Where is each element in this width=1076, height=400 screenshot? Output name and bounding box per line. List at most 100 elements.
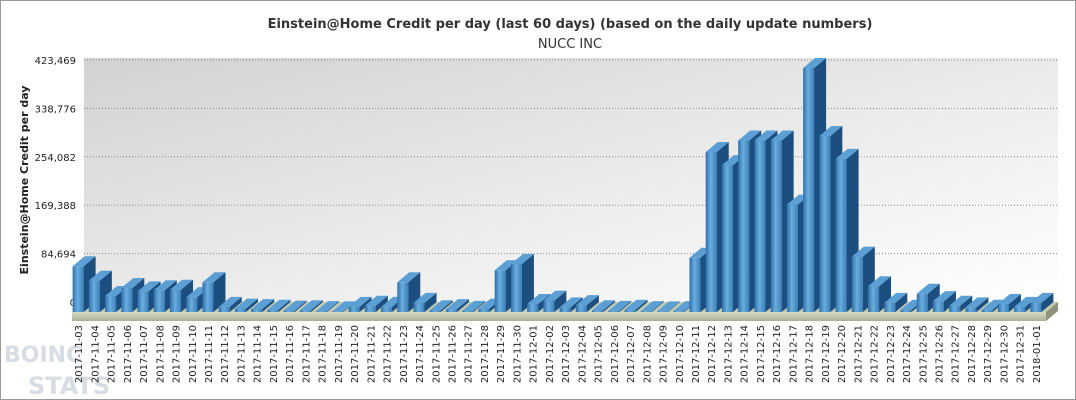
y-tick-label: 169,388 — [35, 201, 76, 212]
bar-front — [543, 300, 555, 312]
bar-front — [640, 311, 652, 312]
bar — [218, 296, 242, 312]
bar-side — [976, 297, 989, 312]
bar-front — [283, 310, 295, 312]
bar-top — [494, 260, 518, 271]
bar — [624, 299, 648, 312]
x-tick-label: 2017-11-08 — [155, 325, 166, 383]
x-tick-label: 2017-11-19 — [334, 325, 345, 383]
bar-front — [186, 297, 198, 312]
bar — [429, 300, 453, 312]
bar-top — [705, 141, 729, 152]
x-tick-label: 2017-11-09 — [172, 325, 183, 383]
x-tick-label: 2017-11-20 — [350, 325, 361, 383]
bar-front — [657, 311, 669, 312]
bar-front — [608, 310, 620, 312]
bar-side — [440, 300, 453, 312]
bar — [575, 295, 599, 312]
bar — [364, 295, 388, 312]
bars — [72, 57, 1054, 312]
bar-top — [364, 295, 388, 306]
x-tick-label: 2017-11-18 — [318, 325, 329, 383]
bar-side — [895, 292, 908, 312]
bar — [657, 301, 681, 312]
x-tick-label: 2017-11-23 — [399, 325, 410, 383]
bar-front — [397, 282, 409, 312]
bar-top — [121, 277, 145, 288]
x-tick-label: 2017-12-06 — [610, 325, 621, 383]
bar-top — [949, 295, 973, 306]
bar-top — [997, 293, 1021, 304]
bar-top — [819, 125, 843, 136]
x-tick-label: 2018-01-01 — [1032, 325, 1043, 383]
bar-front — [234, 308, 246, 312]
x-tick-label: 2017-11-29 — [496, 325, 507, 383]
x-tick-label: 2017-12-11 — [691, 325, 702, 383]
bar-top — [640, 301, 664, 312]
bar-top — [559, 297, 583, 308]
bar-front — [510, 263, 522, 312]
bar-front — [949, 305, 961, 312]
bar-side — [635, 299, 648, 312]
bar-top — [868, 276, 892, 287]
x-tick-label: 2017-11-12 — [220, 325, 231, 383]
bar-front — [997, 303, 1009, 312]
bar-front — [267, 309, 279, 312]
x-tick-label: 2017-12-27 — [951, 325, 962, 383]
bar-top — [137, 281, 161, 292]
bar-front — [218, 306, 230, 312]
x-tick-label: 2017-12-01 — [529, 325, 540, 383]
bar-front — [202, 282, 214, 312]
bar-front — [965, 307, 977, 312]
bar-front — [1014, 306, 1026, 312]
bar — [640, 301, 664, 312]
x-tick-label: 2017-12-19 — [821, 325, 832, 383]
bar-top — [527, 293, 551, 304]
bar-top — [397, 272, 421, 283]
y-tick-label: 84,694 — [41, 250, 76, 261]
x-tick-label: 2017-11-06 — [123, 325, 134, 383]
x-tick-label: 2017-12-22 — [870, 325, 881, 383]
bar-top — [283, 300, 307, 311]
bar-top — [332, 301, 356, 312]
bar-front — [478, 308, 490, 312]
bar — [316, 301, 340, 312]
x-tick-label: 2017-11-14 — [253, 325, 264, 383]
x-tick-label: 2017-12-23 — [886, 325, 897, 383]
plot-area — [84, 58, 1058, 302]
bar-side — [359, 296, 372, 312]
bar-top — [72, 256, 96, 267]
bar-top — [429, 300, 453, 311]
bar-front — [786, 204, 798, 312]
bar-top — [851, 246, 875, 257]
bar — [267, 299, 291, 312]
bar-top — [608, 300, 632, 311]
bar-top — [170, 279, 194, 290]
bar-side — [651, 301, 664, 312]
bar-front — [299, 310, 311, 312]
x-tick-label: 2017-12-25 — [918, 325, 929, 383]
x-tick-label: 2017-11-07 — [139, 325, 150, 383]
watermark-line2: STATS — [28, 372, 110, 400]
x-tick-label: 2017-12-24 — [902, 325, 913, 383]
bar-front — [575, 305, 587, 312]
x-tick-label: 2017-12-10 — [675, 325, 686, 383]
x-tick-label: 2017-11-17 — [301, 325, 312, 383]
x-tick-label: 2017-11-05 — [107, 325, 118, 383]
x-tick-label: 2017-12-26 — [934, 325, 945, 383]
bar-side — [278, 299, 291, 312]
bar — [965, 297, 989, 312]
bar-side — [1008, 293, 1021, 312]
bar-front — [851, 256, 863, 312]
x-tick-label: 2017-11-25 — [431, 325, 442, 383]
x-tick-label: 2017-11-26 — [447, 325, 458, 383]
bar-front — [88, 280, 100, 312]
x-tick-label: 2017-12-03 — [561, 325, 572, 383]
y-tick-label: 423,469 — [35, 56, 76, 67]
bar — [543, 290, 567, 312]
bar-side — [586, 295, 599, 312]
bar-top — [267, 299, 291, 310]
bar — [916, 283, 940, 312]
x-tick-label: 2017-11-15 — [269, 325, 280, 383]
x-tick-label: 2017-12-29 — [983, 325, 994, 383]
